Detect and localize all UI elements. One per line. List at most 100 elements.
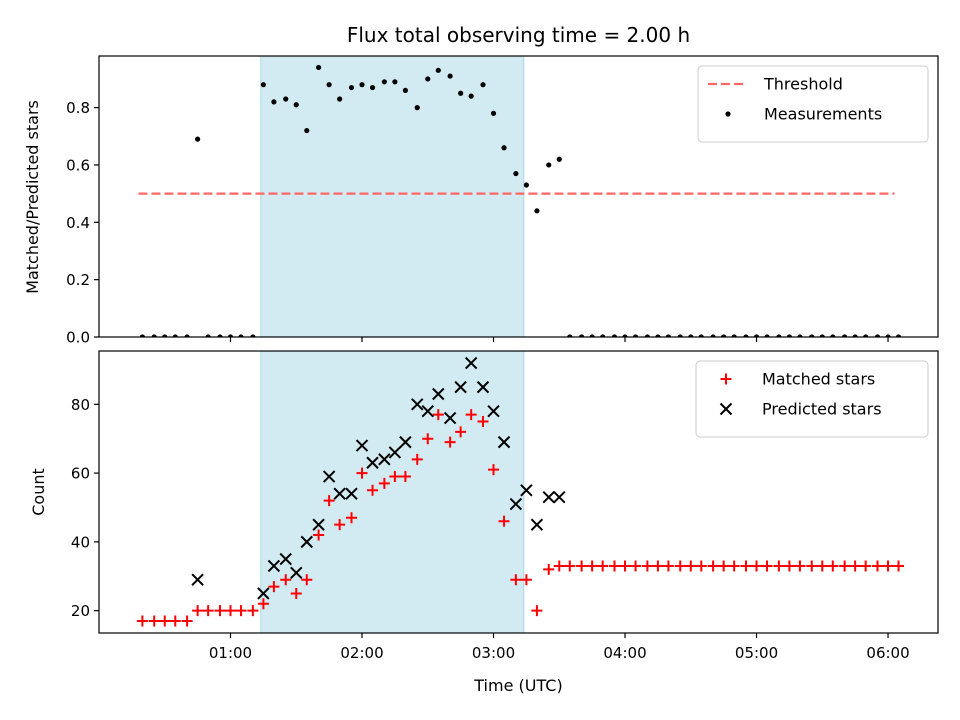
measurements-point	[611, 334, 618, 337]
predicted-stars-point	[345, 487, 358, 500]
matched-stars-point	[247, 605, 259, 617]
legend-swatch-measurements	[725, 111, 731, 117]
matched-stars-point	[356, 467, 368, 479]
count-y-axis-label: Count	[29, 468, 48, 516]
legend-label-predicted-stars: Predicted stars	[762, 400, 882, 419]
measurements-point	[184, 334, 190, 337]
matched-stars-point	[586, 560, 598, 572]
predicted-stars-point	[191, 573, 204, 586]
matched-stars-point	[576, 560, 588, 572]
measurements-point	[753, 334, 760, 337]
matched-stars-point	[313, 529, 325, 541]
x-tick-label: 01:00	[209, 644, 252, 662]
matched-stars-point	[323, 495, 335, 507]
measurements-point	[819, 334, 825, 337]
measurements-point	[874, 334, 881, 337]
matched-stars-point	[290, 587, 302, 599]
y-tick-label: 40	[71, 533, 90, 551]
measurements-point	[414, 105, 420, 111]
matched-stars-point	[488, 464, 500, 476]
matched-stars-point	[543, 563, 555, 575]
measurements-point	[513, 170, 519, 177]
predicted-stars-point	[432, 387, 445, 401]
measurements-point	[205, 334, 211, 337]
measurements-point	[895, 334, 902, 337]
measurements-point	[283, 96, 289, 102]
measurements-point	[885, 334, 891, 337]
predicted-stars-point	[509, 497, 523, 511]
measurements-point	[665, 334, 672, 337]
ratio-panel: 0.0 0.2 0.4 0.6 0.8 Threshold Measurements Mat…	[23, 55, 939, 347]
measurements-point	[425, 76, 431, 82]
measurements-point	[316, 64, 322, 71]
matched-stars-point	[685, 560, 697, 572]
y-tick-label: 0.8	[66, 99, 90, 117]
legend-box	[697, 65, 929, 143]
measurements-point	[227, 334, 234, 337]
predicted-stars-point	[476, 380, 490, 394]
matched-stars-point	[268, 581, 280, 593]
measurements-point	[622, 334, 628, 337]
y-tick-label: 0.4	[66, 214, 90, 232]
measurements-point	[567, 334, 573, 337]
matched-stars-point	[860, 560, 872, 572]
measurements-point	[458, 90, 464, 96]
measurements-point	[151, 334, 157, 337]
measurements-point	[632, 334, 639, 337]
matched-stars-point	[136, 615, 148, 627]
measurements-point	[447, 73, 453, 79]
predicted-stars-point	[487, 404, 500, 418]
predicted-stars-point	[520, 484, 533, 497]
measurements-point	[326, 82, 332, 88]
measurements-point	[402, 87, 409, 94]
matched-stars-point	[531, 605, 543, 617]
count-legend: Matched stars Predicted stars	[695, 360, 929, 438]
legend-swatch-matched-stars	[720, 373, 732, 385]
matched-stars-point	[728, 560, 740, 572]
measurements-point	[644, 334, 650, 337]
predicted-stars-point	[312, 518, 325, 531]
legend-box	[695, 360, 929, 438]
measurements-point	[250, 334, 256, 337]
measurements-point	[139, 334, 145, 337]
measurements-point	[677, 334, 683, 337]
matched-stars-point	[662, 560, 674, 572]
measurements-point	[731, 334, 737, 337]
matched-stars-point	[520, 574, 532, 586]
plot-frame	[98, 55, 939, 338]
matched-stars-point	[773, 560, 785, 572]
matched-stars-point	[806, 560, 818, 572]
measurements-point	[172, 334, 178, 337]
measurements-point	[381, 79, 387, 85]
predicted-stars-point	[443, 411, 457, 425]
measurements-point	[688, 334, 694, 337]
predicted-stars-point	[322, 470, 336, 483]
measurements-point	[710, 334, 716, 337]
y-tick-label: 80	[71, 396, 90, 414]
predicted-stars-point	[464, 356, 478, 370]
measurements-point	[556, 156, 562, 162]
x-axis-label: Time (UTC)	[473, 676, 562, 695]
measurements-point	[534, 208, 540, 214]
matched-stars-point	[214, 605, 226, 617]
measurements-point	[842, 334, 848, 337]
predicted-stars-point	[333, 487, 346, 500]
matched-stars-point	[882, 560, 894, 572]
matched-stars-point	[630, 560, 642, 572]
measurements-point	[721, 334, 727, 337]
matched-stars-point	[707, 560, 719, 572]
legend-label-threshold: Threshold	[763, 75, 843, 94]
matched-stars-point	[280, 574, 292, 586]
matched-stars-point	[641, 560, 653, 572]
matched-stars-point	[169, 615, 181, 627]
predicted-stars-point	[530, 518, 544, 531]
matched-stars-point	[718, 560, 730, 572]
predicted-stars-point	[421, 404, 434, 418]
predicted-stars-point	[279, 552, 292, 566]
measurements-point	[852, 334, 858, 337]
count-plot-area: 20 40 60 80 01:00 02:00 03:00 04:00 05:00 06:00 Ma…	[71, 350, 939, 662]
y-tick-label: 0.0	[66, 329, 90, 347]
legend-label-matched-stars: Matched stars	[762, 370, 875, 389]
measurements-point	[348, 84, 355, 91]
measurements-point	[863, 334, 869, 337]
